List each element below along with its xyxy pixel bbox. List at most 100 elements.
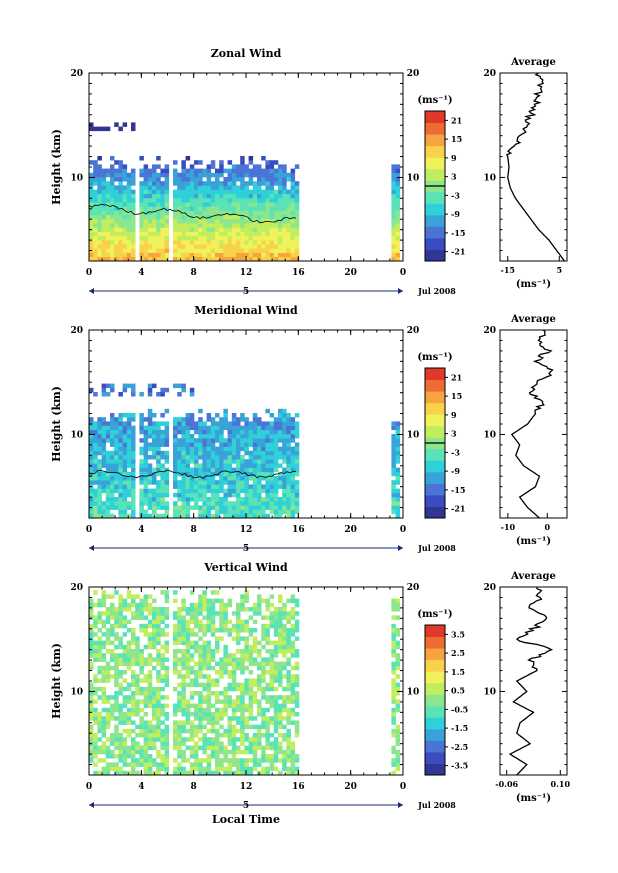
heatmap-cell (269, 699, 275, 704)
heatmap-cell (114, 484, 119, 489)
heatmap-cell (202, 737, 207, 742)
heatmap-cell (97, 450, 102, 456)
heatmap-cell (185, 438, 191, 443)
heatmap-cell (164, 480, 170, 485)
heatmap-cell (219, 467, 224, 473)
heatmap-cell (114, 733, 119, 738)
heatmap-cell (273, 686, 279, 692)
heatmap-cell (135, 602, 140, 608)
heatmap-cell (252, 429, 258, 435)
heatmap-cell (215, 513, 220, 519)
heatmap-cell (101, 383, 107, 389)
heatmap-cell (173, 206, 178, 211)
heatmap-cell (185, 467, 191, 473)
heatmap-cell (189, 446, 195, 452)
heatmap-cell (395, 202, 401, 207)
heatmap-cell (282, 628, 287, 633)
heatmap-cell (206, 417, 212, 422)
heatmap-cell (236, 636, 241, 641)
heatmap-cell (206, 695, 212, 700)
heatmap-cell (269, 615, 275, 620)
heatmap-cell (202, 623, 207, 629)
heatmap-cell (114, 471, 119, 477)
heatmap-cell (244, 636, 249, 641)
heatmap-cell (278, 252, 283, 258)
heatmap-cell (257, 611, 262, 616)
heatmap-cell (89, 602, 94, 608)
heatmap-cell (93, 492, 98, 498)
heatmap-cell (122, 602, 128, 608)
heatmap-cell (236, 256, 241, 262)
heatmap-cell (147, 467, 153, 473)
heatmap-cell (114, 240, 119, 245)
heatmap-cell (198, 712, 203, 717)
heatmap-cell (269, 244, 275, 249)
heatmap-cell (273, 632, 279, 637)
heatmap-cell (143, 417, 149, 422)
heatmap-cell (391, 636, 396, 641)
heatmap-cell (265, 492, 270, 498)
heatmap-cell (261, 712, 266, 717)
heatmap-cell (252, 733, 258, 738)
heatmap-cell (206, 459, 212, 464)
heatmap-cell (114, 607, 119, 612)
heatmap-cell (177, 703, 182, 709)
heatmap-cell (177, 674, 182, 679)
heatmap-cell (160, 484, 165, 489)
heatmap-cell (101, 674, 107, 679)
heatmap-cell (122, 227, 128, 232)
heatmap-cell (194, 649, 199, 654)
heatmap-cell (202, 590, 207, 595)
heatmap-cell (269, 686, 275, 692)
heatmap-cell (240, 670, 245, 675)
heatmap-cell (114, 724, 119, 730)
heatmap-cell (177, 509, 182, 515)
heatmap-cell (273, 442, 279, 447)
heatmap-cell (269, 716, 275, 721)
heatmap-cell (294, 492, 300, 498)
heatmap-cell (181, 695, 186, 700)
heatmap-cell (131, 594, 136, 599)
heatmap-cell (248, 455, 254, 460)
heatmap-cell (278, 619, 283, 625)
heatmap-cell (391, 185, 396, 190)
heatmap-cell (278, 741, 283, 746)
heatmap-cell (248, 248, 254, 253)
heatmap-cell (143, 661, 149, 667)
heatmap-cell (265, 623, 270, 629)
heatmap-cell (110, 513, 115, 519)
heatmap-cell (89, 387, 94, 393)
heatmap-cell (152, 189, 157, 195)
heatmap-cell (143, 214, 149, 220)
heatmap-cell (126, 728, 132, 734)
heatmap-cell (131, 126, 136, 132)
heatmap-cell (261, 156, 266, 161)
heatmap-cell (240, 206, 245, 211)
heatmap-cell (391, 227, 396, 232)
heatmap-cell (294, 678, 300, 683)
heatmap-cell (189, 745, 195, 751)
heatmap-cell (231, 256, 237, 262)
heatmap-cell (152, 657, 157, 662)
heatmap-cell (177, 766, 182, 772)
heatmap-cell (227, 674, 233, 679)
heatmap-cell (105, 193, 111, 199)
heatmap-cell (189, 438, 195, 443)
heatmap-cell (118, 598, 123, 604)
heatmap-cell (194, 505, 199, 510)
heatmap-cell (160, 172, 165, 178)
heatmap-cell (89, 754, 94, 759)
heatmap-cell (227, 703, 233, 709)
heatmap-cell (244, 480, 249, 485)
heatmap-cell (131, 749, 136, 755)
heatmap-cell (135, 758, 140, 763)
heatmap-cell (206, 682, 212, 688)
heatmap-cell (114, 505, 119, 510)
heatmap-cell (139, 417, 144, 422)
heatmap-cell (391, 463, 396, 468)
heatmap-cell (252, 691, 258, 696)
heatmap-cell (122, 492, 128, 498)
heatmap-cell (261, 623, 266, 629)
heatmap-cell (290, 665, 296, 671)
